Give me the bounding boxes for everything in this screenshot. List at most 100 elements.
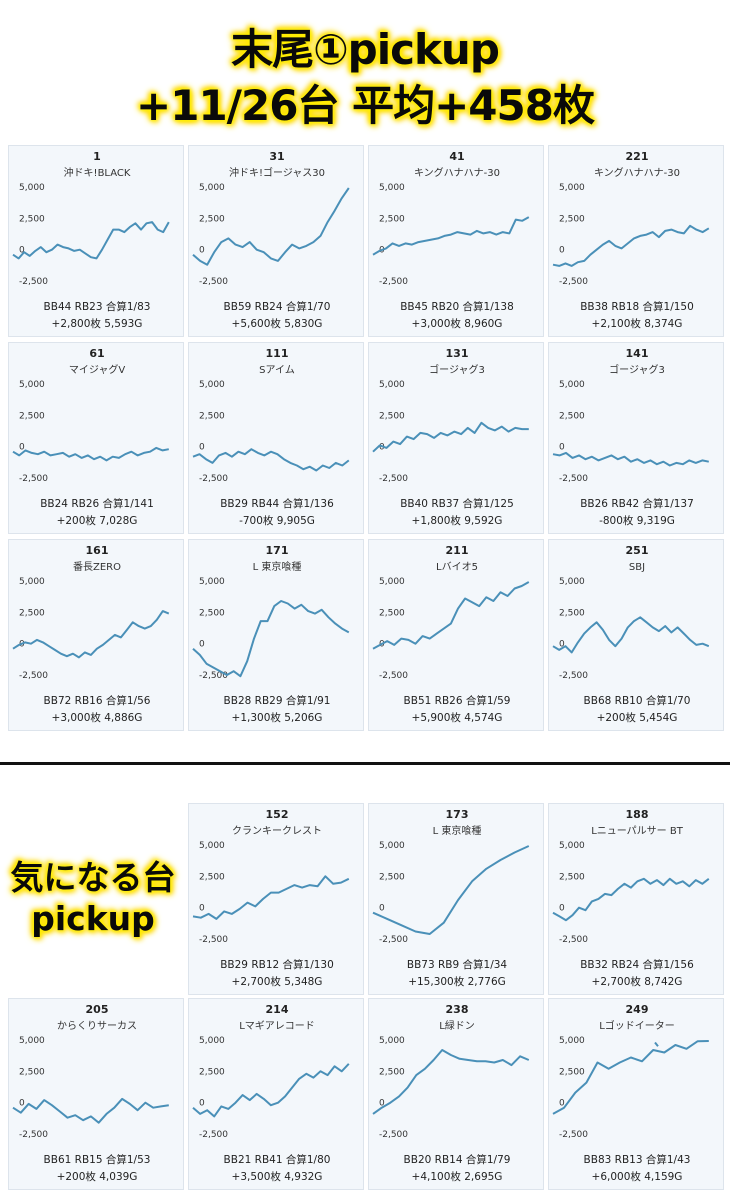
y-tick-label: -2,500 bbox=[19, 1130, 48, 1140]
y-tick-label: 0 bbox=[559, 640, 565, 650]
y-tick-label: 2,500 bbox=[19, 1067, 45, 1077]
y-tick-label: -2,500 bbox=[19, 277, 48, 287]
y-tick-label: 5,000 bbox=[19, 1036, 45, 1046]
line-chart: 1 沖ドキ!BLACK 5,000 2,500 0 -2,500 BB44 RB23 合算1… bbox=[12, 150, 170, 330]
machine-name: からくりサーカス bbox=[57, 1020, 137, 1032]
page-title-line1: 末尾①pickup bbox=[231, 25, 500, 74]
y-tick-label: 0 bbox=[559, 443, 565, 453]
bonus-stats: BB72 RB16 合算1/56 bbox=[44, 694, 151, 707]
y-tick-label: -2,500 bbox=[559, 935, 588, 945]
y-tick-label: 5,000 bbox=[19, 577, 45, 587]
result-stats: +5,900枚 4,574G bbox=[412, 711, 503, 724]
y-tick-label: 0 bbox=[199, 443, 205, 453]
machine-number: 211 bbox=[446, 544, 469, 557]
result-stats: +15,300枚 2,776G bbox=[408, 975, 506, 988]
machine-name: L緑ドン bbox=[439, 1019, 475, 1032]
chart-panel: 188 Lニューパルサー BT 5,000 2,500 0 -2,500 BB32 RB24… bbox=[548, 803, 724, 995]
line-chart: 131 ゴージャグ3 5,000 2,500 0 -2,500 BB40 RB37 合算1/… bbox=[372, 347, 529, 527]
chart-panel: 251 SBJ 5,000 2,500 0 -2,500 BB68 RB10 合算1/70 +… bbox=[548, 539, 724, 731]
y-tick-label: 5,000 bbox=[559, 183, 585, 193]
machine-name: 沖ドキ!BLACK bbox=[64, 166, 131, 179]
y-tick-label: 5,000 bbox=[199, 380, 225, 390]
y-tick-label: 0 bbox=[379, 1099, 385, 1109]
y-tick-label: 0 bbox=[559, 1099, 565, 1109]
machine-number: 249 bbox=[626, 1003, 649, 1016]
bonus-stats: BB51 RB26 合算1/59 bbox=[404, 694, 511, 707]
machine-name: マイジャグV bbox=[69, 363, 125, 376]
line-chart: 152 クランキークレスト 5,000 2,500 0 -2,500 BB29 RB12 合… bbox=[192, 808, 350, 988]
bonus-stats: BB32 RB24 合算1/156 bbox=[580, 958, 694, 971]
y-tick-label: 5,000 bbox=[379, 1036, 405, 1046]
bonus-stats: BB44 RB23 合算1/83 bbox=[44, 300, 151, 313]
y-tick-label: 2,500 bbox=[379, 608, 405, 618]
machine-number: 171 bbox=[266, 544, 289, 557]
chart-panel: 152 クランキークレスト 5,000 2,500 0 -2,500 BB29 RB12 合… bbox=[188, 803, 364, 995]
bonus-stats: BB29 RB12 合算1/130 bbox=[220, 958, 334, 971]
result-stats: +200枚 4,039G bbox=[57, 1170, 138, 1183]
chart-panel: 249 Lゴッドイーター 5,000 2,500 0 -2,500 BB83 RB13 合算… bbox=[548, 998, 724, 1190]
y-tick-label: 0 bbox=[559, 246, 565, 256]
bonus-stats: BB83 RB13 合算1/43 bbox=[584, 1153, 691, 1166]
line-chart: 188 Lニューパルサー BT 5,000 2,500 0 -2,500 BB32 RB24… bbox=[552, 808, 710, 988]
bonus-stats: BB73 RB9 合算1/34 bbox=[407, 958, 508, 971]
machine-number: 205 bbox=[86, 1003, 109, 1016]
y-tick-label: 2,500 bbox=[199, 214, 225, 224]
y-tick-label: 0 bbox=[379, 904, 385, 914]
series-line bbox=[192, 1063, 350, 1118]
y-tick-label: 2,500 bbox=[199, 608, 225, 618]
y-tick-label: 5,000 bbox=[199, 1036, 225, 1046]
y-tick-label: -2,500 bbox=[559, 277, 588, 287]
result-stats: +2,700枚 5,348G bbox=[232, 975, 323, 988]
line-chart: 141 ゴージャグ3 5,000 2,500 0 -2,500 BB26 RB42 合算1/… bbox=[552, 347, 709, 527]
machine-name: L 東京喰種 bbox=[433, 824, 482, 837]
chart-panel: 31 沖ドキ!ゴージャス30 5,000 2,500 0 -2,500 BB59 RB24 … bbox=[188, 145, 364, 337]
line-chart: 61 マイジャグV 5,000 2,500 0 -2,500 BB24 RB26 合算1/1… bbox=[12, 347, 169, 527]
machine-name: SBJ bbox=[629, 562, 645, 573]
y-tick-label: 0 bbox=[199, 640, 205, 650]
line-chart: 173 L 東京喰種 5,000 2,500 0 -2,500 BB73 RB9 合算1/3… bbox=[372, 808, 530, 988]
bonus-stats: BB61 RB15 合算1/53 bbox=[44, 1153, 151, 1166]
bonus-stats: BB28 RB29 合算1/91 bbox=[224, 694, 331, 707]
chart-panel: 173 L 東京喰種 5,000 2,500 0 -2,500 BB73 RB9 合算1/3… bbox=[368, 803, 544, 995]
y-tick-label: 0 bbox=[19, 1099, 25, 1109]
y-tick-label: 0 bbox=[559, 904, 565, 914]
y-tick-label: 5,000 bbox=[199, 577, 225, 587]
result-stats: +6,000枚 4,159G bbox=[592, 1170, 683, 1183]
machine-name: ゴージャグ3 bbox=[429, 363, 485, 376]
y-tick-label: -2,500 bbox=[379, 935, 408, 945]
result-stats: +3,500枚 4,932G bbox=[232, 1170, 323, 1183]
machine-number: 238 bbox=[446, 1003, 469, 1016]
result-stats: -700枚 9,905G bbox=[239, 514, 315, 527]
y-tick-label: 2,500 bbox=[559, 411, 585, 421]
y-tick-label: 2,500 bbox=[19, 214, 45, 224]
machine-number: 173 bbox=[446, 808, 469, 821]
y-tick-label: 5,000 bbox=[559, 577, 585, 587]
result-stats: -800枚 9,319G bbox=[599, 514, 675, 527]
series-line bbox=[12, 221, 170, 260]
y-tick-label: 5,000 bbox=[199, 183, 225, 193]
y-tick-label: -2,500 bbox=[379, 277, 408, 287]
bonus-stats: BB38 RB18 合算1/150 bbox=[580, 300, 694, 313]
result-stats: +1,300枚 5,206G bbox=[232, 711, 323, 724]
y-tick-label: 2,500 bbox=[559, 214, 585, 224]
line-chart: 221 キングハナハナ-30 5,000 2,500 0 -2,500 BB38 RB18 … bbox=[552, 150, 710, 330]
y-tick-label: 2,500 bbox=[199, 411, 225, 421]
y-tick-label: -2,500 bbox=[19, 474, 48, 484]
y-tick-label: 5,000 bbox=[379, 577, 405, 587]
result-stats: +4,100枚 2,695G bbox=[412, 1170, 503, 1183]
y-tick-label: 0 bbox=[379, 443, 385, 453]
y-tick-label: 5,000 bbox=[19, 183, 45, 193]
machine-name: Lバイオ5 bbox=[436, 561, 478, 573]
bonus-stats: BB21 RB41 合算1/80 bbox=[224, 1153, 331, 1166]
bonus-stats: BB68 RB10 合算1/70 bbox=[584, 694, 691, 707]
line-chart: 31 沖ドキ!ゴージャス30 5,000 2,500 0 -2,500 BB59 RB24 … bbox=[192, 150, 350, 330]
series-line bbox=[552, 877, 710, 922]
line-chart: 214 Lマギアレコード 5,000 2,500 0 -2,500 BB21 RB41 合算… bbox=[192, 1003, 350, 1183]
result-stats: +1,800枚 9,592G bbox=[412, 514, 503, 527]
y-tick-label: -2,500 bbox=[379, 474, 408, 484]
machine-name: キングハナハナ-30 bbox=[594, 166, 680, 179]
chart-panel: 221 キングハナハナ-30 5,000 2,500 0 -2,500 BB38 RB18 … bbox=[548, 145, 724, 337]
bonus-stats: BB40 RB37 合算1/125 bbox=[400, 497, 514, 510]
y-tick-label: -2,500 bbox=[379, 671, 408, 681]
series-line bbox=[12, 1097, 169, 1124]
